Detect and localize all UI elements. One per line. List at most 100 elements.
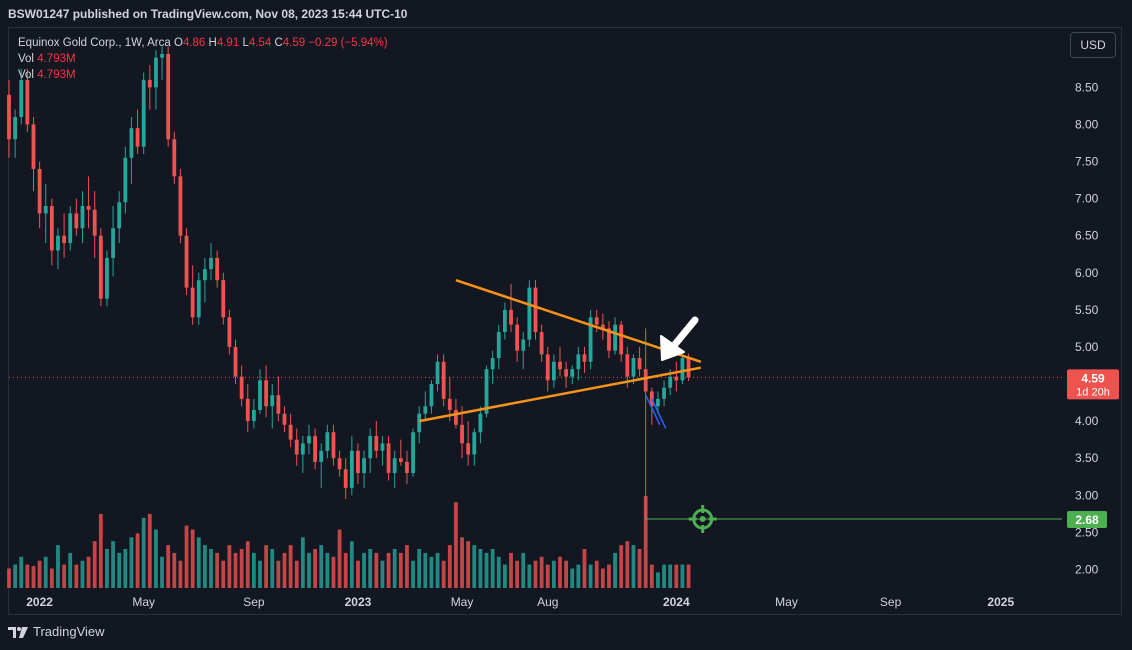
x-tick-label: Aug <box>537 595 558 609</box>
candle-body <box>356 450 360 474</box>
close-label: C <box>274 37 283 49</box>
volume-bar <box>160 556 164 588</box>
candle-body <box>215 257 220 281</box>
candle-body <box>160 53 164 58</box>
volume-bar <box>539 556 544 588</box>
volume-bar <box>264 545 269 588</box>
volume-bar <box>472 545 477 588</box>
candle-body <box>680 358 685 381</box>
candle-body <box>288 424 293 440</box>
candle-body <box>478 413 483 433</box>
currency-button[interactable]: USD <box>1070 32 1116 58</box>
candle-body <box>325 432 330 451</box>
volume-bar <box>478 549 483 588</box>
volume-bar <box>521 552 526 588</box>
volume-bar <box>209 549 213 588</box>
volume-bar <box>105 549 109 588</box>
volume-bar <box>31 566 36 588</box>
volume-bar <box>374 552 379 588</box>
footer-brand[interactable]: TradingView <box>8 624 105 639</box>
candle-body <box>607 328 611 351</box>
volume-bar <box>307 552 311 588</box>
candle-body <box>472 432 477 455</box>
candle-body <box>190 287 195 318</box>
volume-bar <box>43 556 48 588</box>
candle-body <box>668 376 673 388</box>
vol-value: 4.793M <box>37 53 76 65</box>
triangle-upper-trendline[interactable] <box>455 278 702 363</box>
volume-bar <box>509 552 513 588</box>
candle-body <box>43 206 48 214</box>
high-label: H <box>208 37 217 49</box>
volume-bar <box>441 560 446 588</box>
volume-bar <box>49 568 54 588</box>
open-label: O <box>173 37 183 49</box>
candle-body <box>19 79 24 118</box>
volume-bar <box>613 552 617 588</box>
volume-bar <box>178 560 183 588</box>
candle-body <box>270 395 275 407</box>
candle-body <box>221 280 226 318</box>
candle-body <box>631 358 636 377</box>
blue-mark <box>645 394 661 426</box>
volume-bar <box>570 568 575 588</box>
candle-body <box>411 432 415 474</box>
x-tick-label: May <box>775 595 798 609</box>
chart-frame <box>8 27 1122 615</box>
change-value: −0.29 (−5.94%) <box>308 37 388 49</box>
candle-body <box>447 398 452 410</box>
volume-bar <box>460 537 464 588</box>
symbol-title[interactable]: Equinox Gold Corp., 1W, Arca <box>18 37 171 49</box>
target-crosshair-center-icon <box>699 516 706 523</box>
volume-bar <box>62 564 66 588</box>
y-tick-label: 5.00 <box>1075 340 1099 354</box>
candle-body <box>331 432 336 459</box>
candle-body <box>362 458 366 474</box>
candle-body <box>166 53 171 140</box>
candle-body <box>656 398 660 407</box>
candle-body <box>405 461 409 474</box>
volume-bar <box>117 552 122 588</box>
volume-bar <box>600 568 605 588</box>
x-tick-label: Sep <box>880 595 902 609</box>
candle-body <box>25 79 30 125</box>
volume-bar <box>392 549 397 588</box>
candle-body <box>392 458 397 474</box>
legend-vol-row: Vol 4.793M <box>18 51 388 67</box>
volume-bar <box>466 541 471 588</box>
candle-body <box>258 380 262 410</box>
volume-bar <box>429 556 434 588</box>
candle-body <box>294 439 299 455</box>
volume-bar <box>558 556 562 588</box>
candle-body <box>417 413 422 433</box>
x-tick-label: Sep <box>243 595 265 609</box>
volume-bar <box>582 549 587 588</box>
triangle-lower-trendline[interactable] <box>418 366 702 423</box>
candle-body <box>649 391 654 407</box>
volume-bar <box>129 537 134 588</box>
volume-bar <box>405 545 409 588</box>
volume-bar <box>239 549 244 588</box>
candle-body <box>117 202 122 229</box>
x-tick-label: 2022 <box>26 595 53 609</box>
candle-body <box>251 409 256 422</box>
volume-bar <box>86 556 91 588</box>
candle-body <box>386 443 391 474</box>
volume-bar <box>631 545 636 588</box>
volume-bar <box>233 552 238 588</box>
open-value: 4.86 <box>182 37 206 49</box>
low-label: L <box>242 37 249 49</box>
candle-body <box>619 324 624 355</box>
y-tick-label: 7.00 <box>1075 192 1099 206</box>
volume-bar <box>80 560 85 588</box>
candle-body <box>98 235 103 299</box>
volume-bar <box>637 549 642 588</box>
price-badge-value: 4.59 <box>1081 371 1105 385</box>
volume-bar <box>98 513 103 588</box>
volume-bar <box>527 564 532 588</box>
y-tick-label: 5.50 <box>1075 303 1099 317</box>
volume-bar <box>447 545 452 588</box>
y-tick-label: 7.50 <box>1075 155 1099 169</box>
candle-body <box>7 94 11 140</box>
